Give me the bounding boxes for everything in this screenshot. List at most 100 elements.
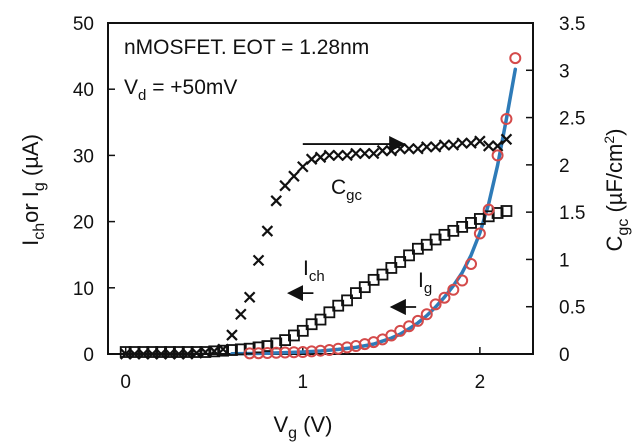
ig-point <box>296 346 309 359</box>
cgc-point <box>323 149 336 162</box>
y-left-tick-label: 30 <box>73 146 94 167</box>
ich-point <box>411 242 424 255</box>
ich-point <box>261 340 274 352</box>
ich-point <box>394 256 407 268</box>
cgc-point <box>474 135 486 147</box>
ich-point <box>385 262 398 274</box>
label-ich: Ich <box>303 257 325 285</box>
ich-point <box>190 346 203 358</box>
cgc-point <box>385 144 398 157</box>
x-tick-label: 1 <box>298 372 309 393</box>
cgc-point <box>288 170 300 182</box>
series-i-ch <box>119 205 513 358</box>
ig-point <box>491 149 504 162</box>
cgc-point <box>252 254 265 267</box>
ich-point <box>465 217 477 229</box>
y-left-tick-label: 0 <box>83 345 94 366</box>
ig-point <box>270 346 283 359</box>
plot-frame <box>107 22 534 355</box>
ich-point <box>376 268 389 281</box>
cgc-point <box>465 137 477 149</box>
cgc-point <box>350 147 362 160</box>
ig-point <box>411 314 424 327</box>
cgc-point <box>429 141 442 153</box>
y-left-tick-label: 40 <box>73 80 94 101</box>
cgc-point <box>332 149 344 162</box>
ig-point <box>509 52 522 65</box>
ich-point <box>323 306 336 319</box>
device-annotation: nMOSFET. EOT = 1.28nm <box>124 36 369 59</box>
ich-point <box>456 220 469 233</box>
label-cgc: Cgc <box>331 176 363 204</box>
ich-point <box>119 346 132 358</box>
cgc-point <box>447 139 460 151</box>
ig-fit-line <box>230 67 518 356</box>
ig-point <box>403 320 416 333</box>
cgc-point <box>403 143 415 155</box>
ich-point <box>164 346 176 358</box>
x-tick-label: 0 <box>120 372 131 393</box>
ig-point <box>385 329 398 342</box>
cgc-point <box>420 141 433 153</box>
cgc-point <box>412 143 424 155</box>
ich-point <box>137 346 150 358</box>
cgc-point <box>226 329 238 341</box>
x-tick-label: 2 <box>475 372 486 393</box>
ich-point <box>358 281 371 294</box>
cgc-point <box>394 143 406 155</box>
ich-point <box>226 344 238 356</box>
ich-point <box>314 313 327 326</box>
y-left-tick-label: 20 <box>73 213 94 234</box>
ig-point <box>323 344 336 357</box>
cgc-point <box>341 149 353 162</box>
cgc-point <box>235 308 247 321</box>
ig-point <box>243 347 256 360</box>
y-right-tick-label: 3.5 <box>559 14 585 35</box>
ig-point <box>438 291 451 304</box>
ig-point <box>261 347 274 360</box>
ich-point <box>500 205 513 217</box>
ich-point <box>199 346 212 358</box>
y-left-tick-label: 10 <box>73 279 94 300</box>
ig-point <box>314 344 327 357</box>
ich-point <box>341 294 353 307</box>
ich-point <box>438 228 451 241</box>
ich-point <box>146 346 159 358</box>
y-right-axis-title: Cgc (µF/cm2) <box>601 129 632 252</box>
ig-point <box>500 112 513 125</box>
cgc-point <box>305 153 318 165</box>
cgc-point <box>500 133 513 146</box>
ig-point <box>279 346 292 359</box>
y-right-tick-label: 2 <box>559 156 570 177</box>
y-right-tick-label: 1 <box>559 250 570 271</box>
y-left-axis-title: Ichor Ig (µA) <box>18 134 48 246</box>
ich-point <box>181 346 194 358</box>
cgc-point <box>358 147 371 160</box>
label-ig: Ig <box>418 269 432 297</box>
ig-point <box>482 203 495 216</box>
y-right-tick-label: 1.5 <box>559 203 585 224</box>
cgc-point <box>243 291 256 304</box>
ich-point <box>217 344 230 357</box>
ig-point <box>252 347 265 360</box>
cgc-point <box>482 140 495 152</box>
ich-point <box>482 210 495 223</box>
ig-point <box>473 227 486 240</box>
y-left-tick-label: 50 <box>73 14 94 35</box>
y-right-tick-label: 3 <box>559 61 570 82</box>
x-axis-title: Vg (V) <box>273 412 332 442</box>
ig-point <box>429 298 442 311</box>
ig-point <box>394 324 407 337</box>
y-right-tick-label: 0 <box>559 345 570 366</box>
cgc-point <box>456 137 468 149</box>
ich-point <box>252 341 265 354</box>
arrows-layer <box>287 135 417 316</box>
series-i-g-fit <box>230 67 518 356</box>
ich-point <box>155 346 168 358</box>
cgc-point <box>376 144 389 157</box>
ig-point <box>332 342 345 355</box>
ig-point <box>465 257 478 270</box>
ig-point <box>456 274 469 287</box>
ich-point <box>473 213 486 225</box>
